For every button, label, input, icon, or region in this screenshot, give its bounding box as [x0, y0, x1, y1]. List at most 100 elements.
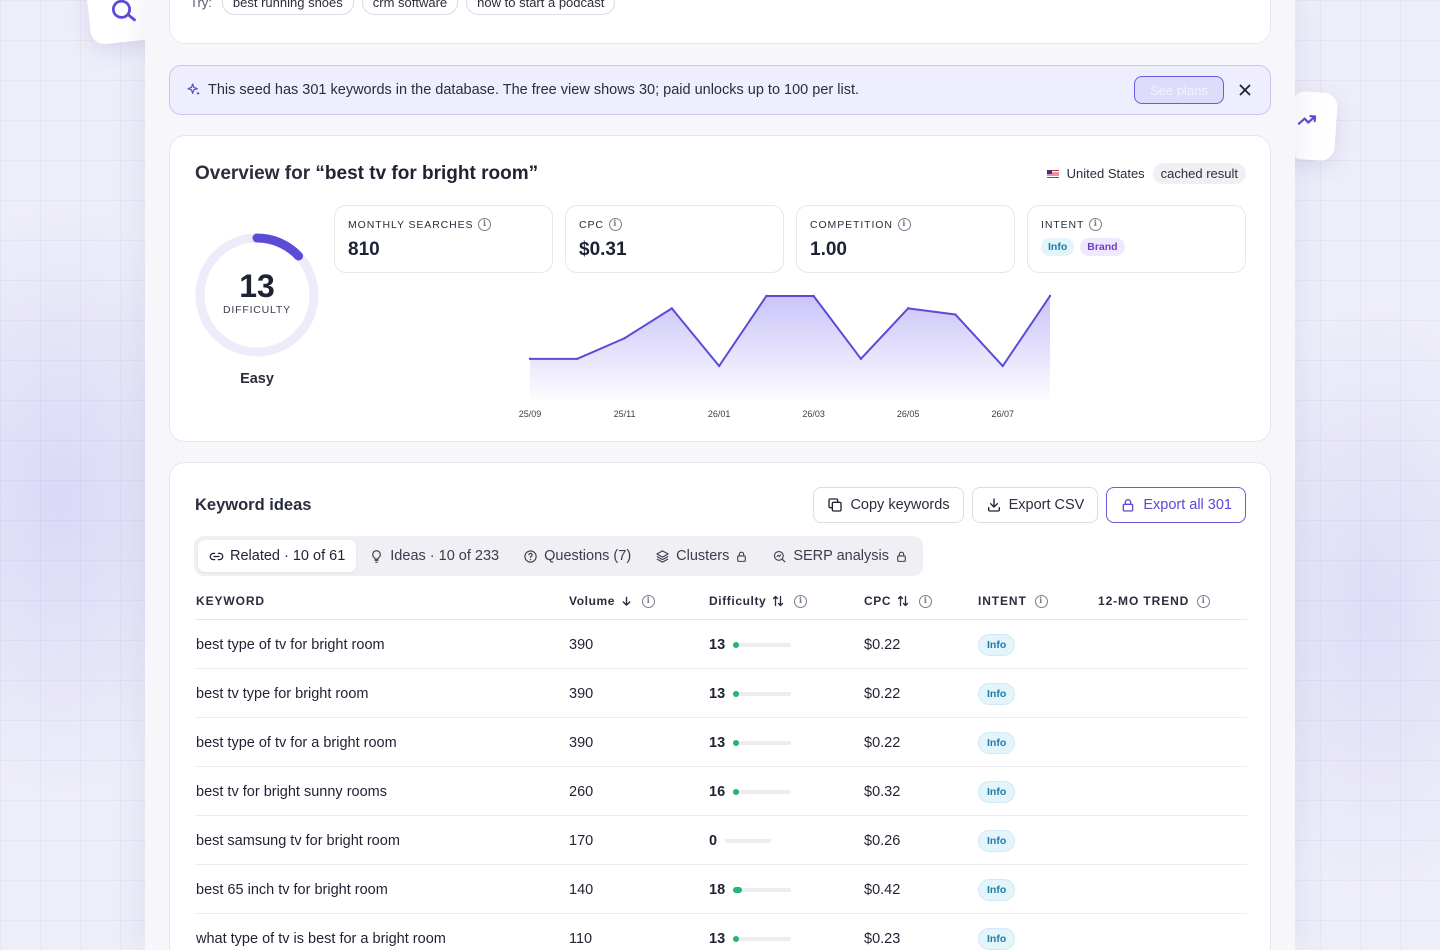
trend-point	[812, 294, 815, 298]
keyword-cell[interactable]: best 65 inch tv for bright room	[196, 881, 388, 898]
layers-icon	[656, 549, 669, 563]
info-icon[interactable]: i	[642, 594, 656, 608]
trend-point	[765, 294, 768, 298]
search-volume-trend-chart: 25/09 25/11 26/01 26/03 26/05 26/07	[519, 294, 1052, 419]
intent-badge-info: Info	[1041, 238, 1075, 256]
lock-icon	[737, 551, 747, 562]
column-header-difficulty[interactable]: Difficulty i	[709, 594, 808, 608]
table-row[interactable]: best type of tv for bright room 390 13 $…	[195, 620, 1247, 669]
keyword-cell[interactable]: best tv for bright sunny rooms	[196, 783, 387, 800]
difficulty-dot	[733, 886, 743, 893]
suggestion-chip[interactable]: best running shoes	[221, 0, 354, 15]
lock-icon	[897, 551, 906, 562]
volume-cell: 140	[569, 881, 594, 898]
difficulty-value: 0	[709, 832, 718, 849]
export-all-button[interactable]: Export all 301	[1106, 487, 1246, 523]
column-header-trend: 12-MO TREND i	[1098, 594, 1211, 608]
sort-icon	[773, 595, 784, 607]
difficulty-bar	[733, 641, 792, 648]
export-all-label: Export all 301	[1143, 497, 1232, 513]
info-icon[interactable]: i	[897, 218, 911, 231]
export-csv-button[interactable]: Export CSV	[971, 487, 1099, 523]
difficulty-bar	[733, 788, 792, 795]
column-header-keyword[interactable]: KEYWORD	[196, 594, 265, 608]
trend-point	[717, 364, 721, 368]
column-header-cpc[interactable]: CPC i	[864, 594, 933, 608]
trend-point	[528, 357, 532, 361]
info-icon[interactable]: i	[608, 218, 622, 231]
metric-label: COMPETITION	[810, 218, 893, 231]
keyword-cell[interactable]: best samsung tv for bright room	[196, 832, 400, 849]
x-tick-label: 26/01	[708, 409, 731, 419]
tab-related[interactable]: Related · 10 of 61	[198, 540, 357, 572]
table-row[interactable]: what type of tv is best for a bright roo…	[195, 914, 1247, 950]
difficulty-bar	[733, 690, 792, 697]
difficulty-dot	[733, 690, 740, 697]
intent-cell: Info	[978, 865, 1016, 914]
info-icon[interactable]: i	[1089, 218, 1103, 231]
difficulty-cell: 13	[709, 669, 792, 718]
keyword-cell[interactable]: best type of tv for bright room	[196, 636, 385, 653]
cpc-cell: $0.22	[864, 734, 901, 751]
table-row[interactable]: best samsung tv for bright room 170 0 $0…	[195, 816, 1247, 865]
column-header-volume[interactable]: Volume i	[569, 594, 656, 608]
intent-cell: Info	[978, 669, 1016, 718]
cpc-cell: $0.22	[864, 636, 901, 653]
keyword-cell[interactable]: best type of tv for a bright room	[196, 734, 397, 751]
intent-badge-info: Info	[978, 731, 1016, 754]
overview-card: Overview for “best tv for bright room” U…	[169, 135, 1271, 442]
keyword-cell[interactable]: best tv type for bright room	[196, 685, 369, 702]
overview-meta: United States cached result	[1046, 163, 1246, 184]
see-plans-button[interactable]: See plans	[1134, 76, 1224, 104]
tab-serp-analysis[interactable]: SERP analysis	[761, 540, 919, 572]
x-tick-label: 26/07	[991, 409, 1014, 419]
metric-label: INTENT	[1041, 218, 1085, 231]
copy-keywords-button[interactable]: Copy keywords	[813, 487, 964, 523]
competition-value: 1.00	[810, 239, 847, 260]
table-row[interactable]: best 65 inch tv for bright room 140 18 $…	[195, 865, 1247, 914]
intent-badge-info: Info	[978, 829, 1016, 852]
lock-icon	[1122, 499, 1134, 512]
cpc-cell: $0.32	[864, 783, 901, 800]
floating-search-card	[84, 0, 162, 46]
us-flag-icon	[1046, 169, 1059, 178]
table-row[interactable]: best type of tv for a bright room 390 13…	[195, 718, 1247, 767]
keyword-ideas-title: Keyword ideas	[195, 496, 312, 514]
lightbulb-icon	[372, 549, 382, 563]
difficulty-cell: 13	[709, 718, 792, 767]
x-tick-label: 26/05	[897, 409, 920, 419]
info-icon[interactable]: i	[919, 594, 933, 608]
table-row[interactable]: best tv for bright sunny rooms 260 16 $0…	[195, 767, 1247, 816]
volume-cell: 390	[569, 734, 594, 751]
tab-clusters[interactable]: Clusters	[644, 540, 759, 572]
table-row[interactable]: best tv type for bright room 390 13 $0.2…	[195, 669, 1247, 718]
intent-badge-info: Info	[978, 780, 1016, 803]
suggestion-chip[interactable]: how to start a podcast	[466, 0, 616, 15]
tab-label: Questions (7)	[544, 548, 632, 564]
metric-label: CPC	[579, 218, 604, 231]
difficulty-bar	[725, 838, 772, 843]
cpc-cell: $0.23	[864, 930, 901, 947]
x-tick-label: 25/11	[614, 409, 636, 419]
suggestion-chip[interactable]: crm software	[361, 0, 459, 15]
difficulty-dot	[733, 935, 740, 942]
close-banner-button[interactable]	[1236, 81, 1254, 99]
column-label: INTENT	[978, 594, 1027, 608]
tab-questions[interactable]: Questions (7)	[512, 540, 642, 572]
cpc-card: CPC i $0.31	[565, 205, 784, 273]
difficulty-value: 13	[709, 636, 726, 653]
floating-trend-card	[1287, 90, 1339, 162]
main-panel: Try: best running shoes crm software how…	[145, 0, 1295, 950]
tab-label: Related · 10 of 61	[230, 548, 346, 564]
export-csv-label: Export CSV	[1008, 497, 1085, 513]
cached-badge: cached result	[1152, 163, 1246, 184]
info-icon[interactable]: i	[1034, 594, 1048, 608]
info-icon[interactable]: i	[478, 218, 492, 231]
intent-cell: Info	[978, 767, 1016, 816]
keyword-cell[interactable]: what type of tv is best for a bright roo…	[196, 930, 446, 947]
info-icon[interactable]: i	[794, 594, 808, 608]
overview-query: “best tv for bright room”	[315, 163, 539, 184]
info-icon[interactable]: i	[1197, 594, 1211, 608]
column-label: Difficulty	[709, 594, 767, 608]
tab-ideas[interactable]: Ideas · 10 of 233	[358, 540, 510, 572]
